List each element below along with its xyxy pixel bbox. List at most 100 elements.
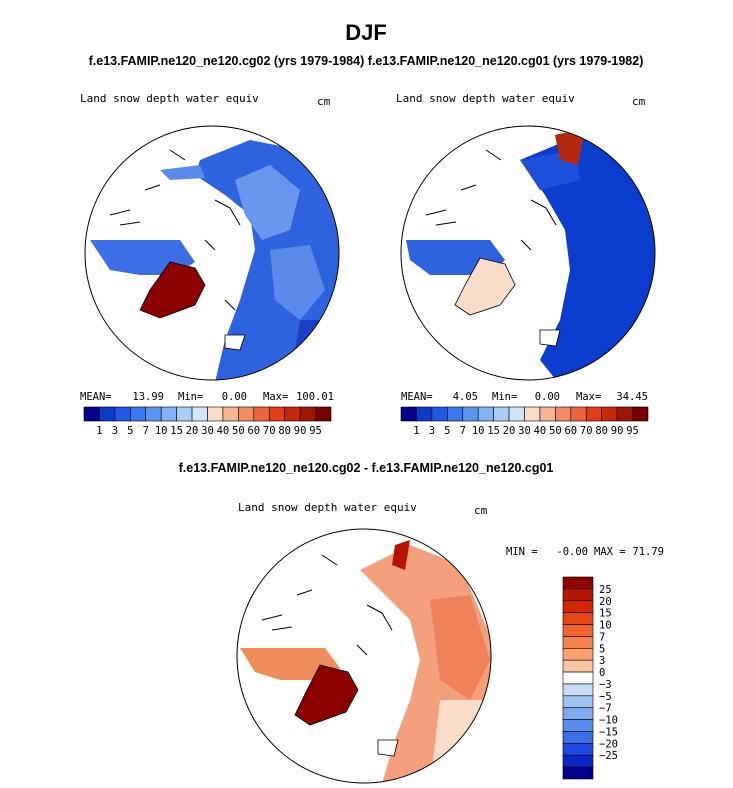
panel-3-colorbar-tick: −20	[599, 738, 618, 750]
panel-3-min-value: -0.00	[556, 546, 588, 558]
panel-3-canada-diff	[240, 648, 340, 680]
panel-1-colorbar-cell	[99, 406, 116, 422]
panel-3-colorbar-cell	[562, 766, 594, 780]
panel-3-colorbar-tick: 10	[599, 620, 612, 632]
panel-2-colorbar-tick: 10	[472, 425, 485, 437]
panel-2-colorbar-cell	[601, 406, 618, 422]
panel-3-colorbar-cell	[562, 576, 594, 590]
panel-1-colorbar-cell	[238, 406, 255, 422]
panel-2-units: cm	[632, 95, 646, 108]
panel-2-colorbar-tick: 7	[460, 425, 466, 437]
panel-3-colorbar-tick: −7	[599, 703, 612, 715]
panel-1-colorbar-tick: 10	[155, 425, 168, 437]
panel-3-iceland	[377, 739, 399, 757]
panel-2-colorbar-cell	[585, 406, 602, 422]
panel-1-mean-value: 13.99	[132, 391, 164, 403]
panel-2-greenland	[454, 257, 516, 316]
panel-2-colorbar-tick: 30	[518, 425, 531, 437]
panel-2-colorbar-cell	[508, 406, 525, 422]
panel-2-colorbar-tick: 50	[549, 425, 562, 437]
panel-2-colorbar-cell	[477, 406, 494, 422]
panel-1-colorbar-cell	[191, 406, 208, 422]
panel-2-max-value: 34.45	[616, 391, 648, 403]
panel-2-colorbar-tick: 90	[611, 425, 624, 437]
panel-2-alaska-red	[555, 128, 585, 165]
panel-1-colorbar-cell	[284, 406, 301, 422]
panel-1-colorbar-cell	[145, 406, 162, 422]
panel-3-colorbar-cell	[562, 695, 594, 709]
panel-1-alaska-snow	[160, 165, 205, 180]
panel-2-colorbar-cell	[555, 406, 572, 422]
panel-2-iceland	[539, 329, 561, 347]
panel-1-greenland	[139, 261, 206, 319]
panel-3-min-label: MIN =	[506, 546, 538, 558]
panel-3-colorbar-tick: −10	[599, 715, 618, 727]
panel-3-colorbar-cell	[562, 754, 594, 768]
panel-2-eurasia-snow	[520, 135, 655, 380]
panel-3-colorbar-cell	[562, 636, 594, 649]
panel-1-colorbar-tick: 90	[294, 425, 307, 437]
panel-3-greenland	[294, 664, 359, 726]
panel-1-colorbar-tick: 3	[112, 425, 118, 437]
panel-3-colorbar-cell	[562, 683, 594, 697]
panel-3-colorbar-tick: 25	[599, 584, 612, 596]
panel-2-colorbar-cell	[632, 406, 649, 422]
panel-1-iceland	[224, 334, 246, 351]
panel-3-colorbar-cell	[562, 707, 594, 720]
panel-3-colorbar-tick: 20	[599, 596, 612, 608]
panel-3-colorbar-tick: 5	[599, 643, 605, 655]
panel-2-colorbar-tick: 15	[487, 425, 500, 437]
panel-2-colorbar-tick: 60	[564, 425, 577, 437]
panel-3-colorbar-tick: −25	[599, 750, 618, 762]
panel-2-colorbar-cell	[431, 406, 448, 422]
panel-2-colorbar-tick: 1	[413, 425, 419, 437]
panel-1-units: cm	[317, 95, 331, 108]
panel-3-colorbar-tick: 15	[599, 608, 612, 620]
panel-2: Land snow depth water equiv cm MEAN= 4.0…	[396, 92, 656, 437]
panel-1-colorbar-tick: 70	[263, 425, 276, 437]
panel-3-colorbar-tick: −3	[599, 679, 612, 691]
panel-1-min-value: 0.00	[222, 391, 247, 403]
panel-2-min-value: 0.00	[535, 391, 560, 403]
panel-3-max-value: 71.79	[632, 546, 664, 558]
panel-1-colorbar-tick: 5	[127, 425, 133, 437]
panel-1-variable: Land snow depth water equiv	[80, 92, 259, 105]
panel-1-colorbar: 1 3 5 7 10 15 20 30 40 50 60 70 80 90 95	[83, 406, 332, 437]
panel-1-max-label: Max=	[263, 391, 288, 403]
panel-3-units: cm	[474, 504, 488, 517]
panel-2-colorbar-cell	[539, 406, 556, 422]
panel-3-colorbar-cell	[562, 719, 594, 732]
panel-1-colorbar-tick: 80	[278, 425, 291, 437]
panel-3-colorbar-cell	[562, 624, 594, 637]
panel-1-mean-label: MEAN=	[80, 391, 112, 403]
panel-1-colorbar-cell	[176, 406, 193, 422]
panel-1-russia-light	[270, 245, 325, 320]
panel-2-colorbar-tick: 20	[503, 425, 516, 437]
panel-3-map	[237, 529, 491, 783]
panel-3-max-label: MAX =	[594, 546, 626, 558]
panel-3-variable: Land snow depth water equiv	[238, 501, 417, 514]
panel-3-colorbar-cell	[562, 743, 594, 756]
panel-3-colorbar-cell	[562, 588, 594, 602]
panel-2-colorbar-tick: 80	[595, 425, 608, 437]
top-header: f.e13.FAMIP.ne120_ne120.cg02 (yrs 1979-1…	[89, 54, 644, 68]
panel-1-colorbar-tick: 95	[309, 425, 322, 437]
panel-2-colorbar: 1 3 5 7 10 15 20 30 40 50 60 70 80 90 95	[400, 406, 649, 437]
panel-1: Land snow depth water equiv cm MEAN= 13.…	[80, 92, 340, 437]
panel-2-map-border	[400, 125, 656, 381]
panel-3-colorbar-cell	[562, 647, 594, 661]
panel-2-colorbar-cell	[416, 406, 433, 422]
panel-2-colorbar-cell	[493, 406, 510, 422]
panel-2-colorbar-cell	[447, 406, 464, 422]
panel-1-colorbar-cell	[268, 406, 285, 422]
panel-2-colorbar-cell	[616, 406, 633, 422]
panel-3-alaska-diff	[392, 540, 410, 570]
panel-3-colorbar-tick: 3	[599, 655, 605, 667]
panel-1-colorbar-cell	[207, 406, 224, 422]
panel-2-colorbar-cell	[462, 406, 479, 422]
panel-3-colorbar-tick: 0	[599, 667, 605, 679]
panel-3-colorbar-tick: 7	[599, 631, 605, 643]
panel-3-south-diff	[430, 700, 490, 783]
